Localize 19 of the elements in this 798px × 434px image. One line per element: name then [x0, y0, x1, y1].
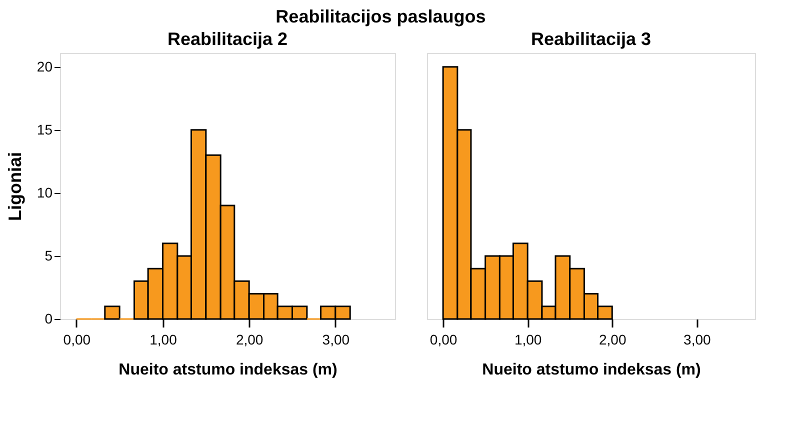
x-tick-label: 0,00 [430, 332, 458, 348]
chart-title: Reabilitacija 2 [167, 29, 288, 49]
x-tick-label: 0,00 [63, 332, 91, 348]
x-axis-title: Nueito atstumo indeksas (m) [482, 362, 701, 378]
x-tick-label: 2,00 [236, 332, 264, 348]
y-tick-label: 15 [36, 121, 53, 138]
x-tick-label: 2,00 [599, 332, 626, 348]
x-tick-label: 1,00 [150, 332, 178, 348]
chart-title: Reabilitacija 3 [530, 29, 652, 49]
x-tick-label: 3,00 [322, 332, 350, 348]
x-axis-title: Nueito atstumo indeksas (m) [118, 362, 338, 378]
y-axis-title: Ligoniai [4, 152, 25, 221]
x-tick-label: 1,00 [514, 332, 542, 348]
x-tick-label: 3,00 [684, 332, 712, 348]
y-tick-label: 5 [44, 247, 53, 264]
y-tick-label: 20 [36, 58, 53, 74]
y-tick-label: 0 [44, 310, 53, 326]
text: Reabilitacijos paslaugos [276, 6, 486, 26]
y-tick-label: 10 [36, 184, 53, 200]
